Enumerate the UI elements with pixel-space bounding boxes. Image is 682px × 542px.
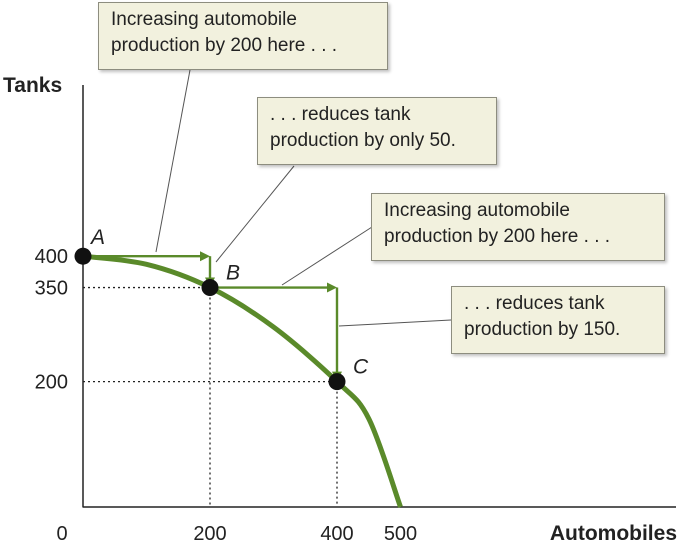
point-marker-a — [74, 247, 92, 265]
change-arrow-head — [327, 282, 337, 293]
x-tick-label: 400 — [320, 523, 353, 542]
point-marker-c — [328, 373, 346, 391]
y-tick-label: 400 — [35, 246, 68, 268]
x-tick-label: 200 — [193, 523, 226, 542]
change-arrow-head — [200, 251, 210, 262]
point-label-c: C — [353, 356, 369, 379]
x-tick-label: 0 — [56, 523, 67, 542]
annotation-callout-4: . . . reduces tank production by 150. — [451, 286, 665, 354]
annotation-leader-line — [281, 226, 373, 286]
annotation-callout-2: . . . reduces tank production by only 50… — [257, 97, 497, 165]
ppf-curve — [82, 253, 403, 508]
x-tick-label: 500 — [384, 523, 417, 542]
annotation-leader-line — [155, 69, 191, 253]
point-marker-b — [201, 279, 219, 297]
annotation-leader-line — [338, 319, 452, 327]
y-tick-label: 350 — [35, 278, 68, 300]
annotation-callout-3: Increasing automobile production by 200 … — [371, 193, 665, 261]
point-label-b: B — [226, 262, 240, 285]
annotation-leader-line — [215, 165, 295, 263]
annotation-callout-1: Increasing automobile production by 200 … — [98, 2, 388, 70]
y-axis-title: Tanks — [3, 74, 62, 97]
point-label-a: A — [89, 226, 105, 249]
x-axis-title: Automobiles — [550, 522, 677, 542]
y-tick-label: 200 — [35, 372, 68, 394]
